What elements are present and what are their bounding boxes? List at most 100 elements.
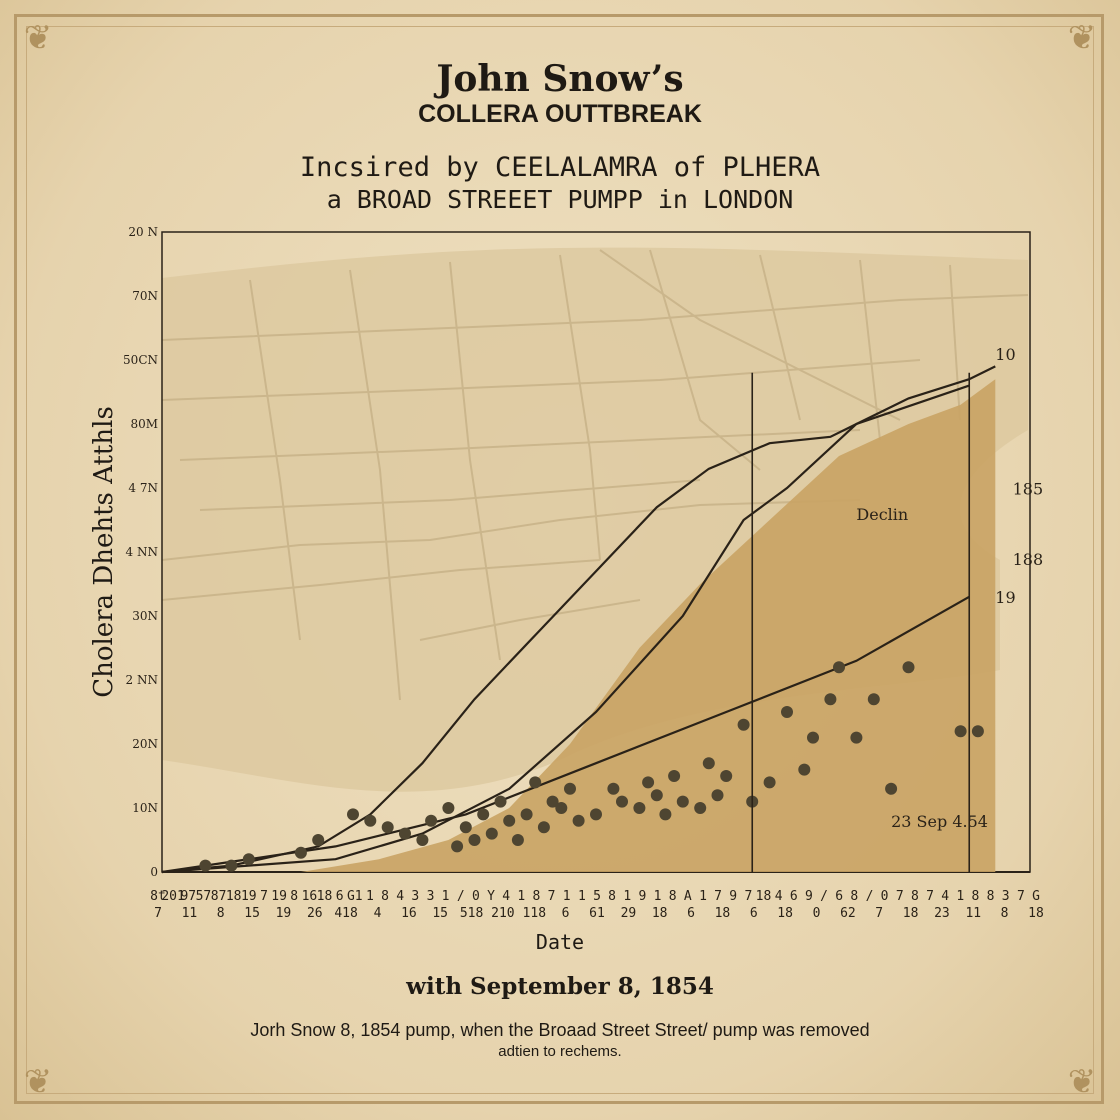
scatter-point (485, 827, 498, 840)
scatter-point (650, 789, 663, 802)
x-tick-label: 11 (182, 906, 198, 921)
x-tick-label: 7 (926, 889, 934, 904)
annotation-label: 23 Sep 4.54 (891, 812, 988, 831)
scatter-point (781, 706, 793, 718)
annotation-label: Declin (856, 505, 908, 524)
x-tick-label: 1 (623, 889, 631, 904)
x-tick-label: 19 (241, 889, 257, 904)
x-tick-label: 18 (652, 906, 668, 921)
y-tick-label: 80M (130, 417, 158, 431)
x-tick-label: 8 (987, 889, 995, 904)
x-tick-label: 87 (211, 889, 227, 904)
x-tick-label: 1 (517, 889, 525, 904)
scatter-point (902, 661, 915, 674)
x-tick-label: 9 (729, 889, 737, 904)
x-tick-label: 6 (687, 906, 695, 921)
x-tick-label: 7 (548, 889, 556, 904)
scatter-point (451, 840, 464, 853)
x-tick-label: 8 (850, 889, 858, 904)
x-tick-label: 61 (589, 906, 605, 921)
x-tick-label: A (684, 889, 692, 904)
corner-ornament-icon: ❦ (23, 18, 53, 58)
x-tick-label: 5 (593, 889, 601, 904)
x-tick-label: 518 (460, 906, 483, 921)
y-tick-label: 70N (132, 289, 158, 303)
scatter-point (381, 821, 394, 834)
series-line-1 (161, 384, 970, 874)
x-tick-label: 3 (411, 889, 419, 904)
scatter-point (676, 795, 689, 808)
x-tick-label: 16 (302, 889, 318, 904)
scatter-point (971, 725, 984, 738)
y-tick-label: 50CN (123, 353, 158, 367)
scatter-point (442, 802, 455, 814)
scatter-point (537, 821, 550, 834)
annotation-label: 188 (1013, 550, 1044, 569)
x-tick-label: 3 (427, 889, 435, 904)
x-tick-label: 26 (307, 906, 323, 921)
x-tick-label: 9 (805, 889, 813, 904)
x-tick-label: 0 (472, 889, 480, 904)
x-tick-label: 7 (896, 889, 904, 904)
scatter-point (798, 763, 811, 776)
outer-frame-border (14, 14, 1104, 1104)
chart-caption-line2: a BROAD STREEET PUMPP in LONDON (326, 185, 794, 214)
y-axis-title: Cholera Dhehts Atthls (89, 406, 119, 698)
y-tick-label: 30N (132, 609, 158, 623)
x-tick-label: 8t (150, 889, 166, 904)
x-tick-label: / (820, 889, 828, 904)
scatter-point (867, 693, 880, 706)
x-tick-label: 19 (271, 889, 287, 904)
corner-ornament-icon: ❦ (1067, 18, 1097, 58)
scatter-point (885, 782, 898, 795)
x-tick-label: 6 (562, 906, 570, 921)
scatter-layer (199, 661, 984, 872)
footer-note-line1: Jorh Snow 8, 1854 pump, when the Broaad … (250, 1020, 870, 1040)
y-tick-label: 4 NN (126, 545, 158, 559)
y-tick-label: 0 (150, 865, 158, 879)
annotation-label: 10 (995, 345, 1015, 364)
series-line-3 (161, 595, 970, 874)
scatter-point (520, 808, 533, 821)
x-tick-label: 8 (1001, 906, 1009, 921)
chart-subtitle: COLLERA OUTTBREAK (418, 100, 702, 128)
scatter-point (668, 770, 681, 782)
x-tick-label: 8 (290, 889, 298, 904)
x-tick-label: 19 (276, 906, 292, 921)
scatter-point (347, 808, 359, 821)
scatter-point (659, 808, 672, 821)
scatter-point (294, 846, 307, 859)
series-area-2 (300, 379, 996, 872)
scatter-point (763, 776, 776, 789)
x-tick-label: 0 (881, 889, 889, 904)
x-tick-label: 18 (715, 906, 731, 921)
scatter-point (807, 731, 819, 744)
x-tick-label: 1 (956, 889, 964, 904)
x-tick-label: 57 (196, 889, 212, 904)
y-tick-label: 20N (132, 737, 158, 751)
x-tick-label: Y (487, 889, 495, 904)
x-tick-label: 16 (401, 906, 417, 921)
x-tick-label: 1 (654, 889, 662, 904)
x-tick-label: 6 (336, 889, 344, 904)
x-tick-label: 0 (813, 906, 821, 921)
scatter-point (850, 731, 863, 744)
scatter-point (364, 814, 377, 827)
x-tick-label: 4 (502, 889, 510, 904)
scatter-point (824, 693, 837, 706)
scatter-point (702, 757, 715, 770)
x-tick-label: 8 (381, 889, 389, 904)
x-tick-label: 62 (840, 906, 856, 921)
corner-ornament-icon: ❦ (1067, 1062, 1097, 1102)
scatter-point (711, 789, 724, 802)
inner-frame-border (26, 26, 1094, 1094)
x-tick-label: 18 (903, 906, 919, 921)
scatter-point (459, 821, 472, 834)
x-tick-label: 8 (217, 906, 225, 921)
x-tick-label: 8 (971, 889, 979, 904)
annotation-label: 19 (995, 588, 1015, 607)
x-tick-label: 6 (790, 889, 798, 904)
x-tick-label: 15 (432, 906, 448, 921)
x-tick-label: 118 (523, 906, 546, 921)
scatter-point (607, 782, 620, 795)
